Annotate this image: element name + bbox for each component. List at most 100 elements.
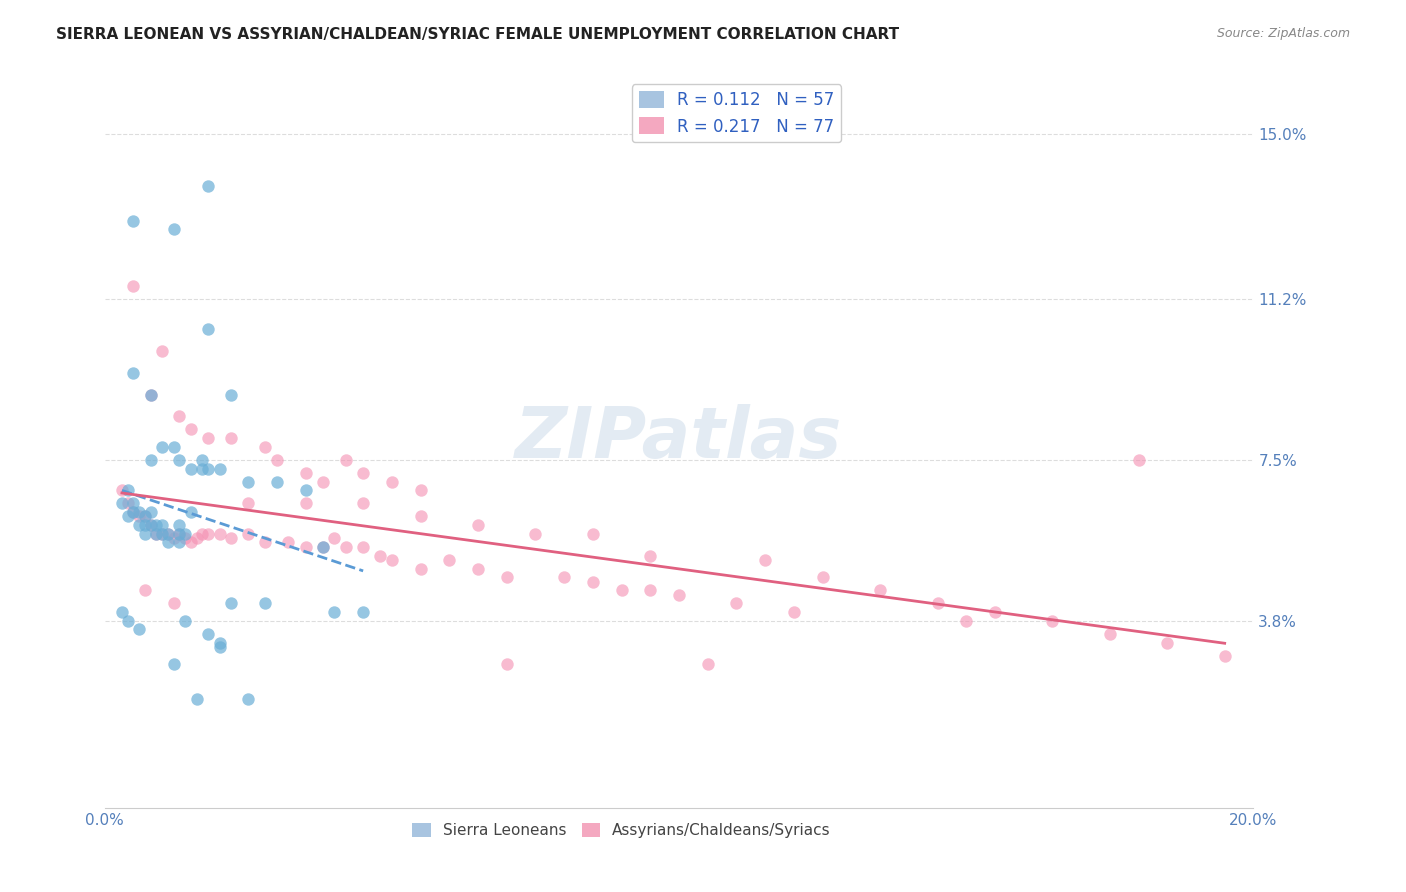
Point — [111, 605, 134, 619]
Point — [238, 526, 260, 541]
Point — [162, 440, 184, 454]
Point — [145, 518, 167, 533]
Point — [122, 366, 145, 380]
Point — [219, 531, 242, 545]
Point — [169, 526, 191, 541]
Point — [128, 623, 150, 637]
Point — [197, 322, 219, 336]
Text: ZIPatlas: ZIPatlas — [516, 404, 842, 473]
Point — [134, 509, 156, 524]
Point — [197, 431, 219, 445]
Point — [156, 526, 179, 541]
Point — [122, 279, 145, 293]
Point — [208, 526, 231, 541]
Legend: Sierra Leoneans, Assyrians/Chaldeans/Syriacs: Sierra Leoneans, Assyrians/Chaldeans/Syr… — [406, 817, 837, 845]
Point — [191, 526, 214, 541]
Point — [219, 431, 242, 445]
Point — [186, 692, 208, 706]
Point — [208, 461, 231, 475]
Point — [150, 440, 173, 454]
Point — [180, 535, 202, 549]
Point — [277, 535, 299, 549]
Point — [553, 570, 575, 584]
Point — [370, 549, 392, 563]
Point — [162, 596, 184, 610]
Point — [180, 505, 202, 519]
Point — [323, 531, 346, 545]
Point — [134, 526, 156, 541]
Point — [1156, 635, 1178, 649]
Point — [1040, 614, 1063, 628]
Point — [582, 526, 605, 541]
Point — [128, 505, 150, 519]
Point — [162, 531, 184, 545]
Point — [467, 518, 489, 533]
Point — [266, 453, 288, 467]
Point — [668, 588, 690, 602]
Point — [145, 526, 167, 541]
Point — [162, 222, 184, 236]
Point — [128, 518, 150, 533]
Point — [128, 509, 150, 524]
Point — [294, 540, 316, 554]
Point — [582, 574, 605, 589]
Point — [139, 518, 162, 533]
Point — [254, 440, 277, 454]
Point — [219, 596, 242, 610]
Point — [927, 596, 949, 610]
Point — [122, 505, 145, 519]
Point — [150, 526, 173, 541]
Point — [524, 526, 547, 541]
Point — [150, 344, 173, 359]
Point — [197, 627, 219, 641]
Point — [335, 453, 357, 467]
Point — [117, 496, 139, 510]
Point — [1098, 627, 1121, 641]
Point — [754, 553, 776, 567]
Point — [696, 657, 718, 672]
Point — [1128, 453, 1150, 467]
Point — [156, 526, 179, 541]
Point — [409, 509, 432, 524]
Point — [640, 583, 662, 598]
Point — [335, 540, 357, 554]
Point — [266, 475, 288, 489]
Point — [122, 496, 145, 510]
Point — [439, 553, 461, 567]
Point — [238, 475, 260, 489]
Point — [122, 505, 145, 519]
Point — [381, 475, 404, 489]
Point — [984, 605, 1007, 619]
Point — [254, 596, 277, 610]
Point — [495, 570, 517, 584]
Point — [191, 461, 214, 475]
Point — [352, 496, 374, 510]
Point — [312, 540, 335, 554]
Point — [186, 531, 208, 545]
Point — [495, 657, 517, 672]
Point — [174, 531, 197, 545]
Point — [117, 614, 139, 628]
Point — [238, 692, 260, 706]
Point — [174, 614, 197, 628]
Point — [150, 518, 173, 533]
Point — [134, 518, 156, 533]
Point — [117, 483, 139, 498]
Point — [139, 387, 162, 401]
Point — [352, 466, 374, 480]
Point — [725, 596, 748, 610]
Point — [191, 453, 214, 467]
Point — [294, 496, 316, 510]
Point — [312, 475, 335, 489]
Point — [134, 509, 156, 524]
Point — [150, 526, 173, 541]
Point — [169, 409, 191, 424]
Point — [640, 549, 662, 563]
Point — [352, 540, 374, 554]
Point — [381, 553, 404, 567]
Point — [134, 583, 156, 598]
Text: Source: ZipAtlas.com: Source: ZipAtlas.com — [1216, 27, 1350, 40]
Point — [955, 614, 977, 628]
Point — [312, 540, 335, 554]
Point — [180, 422, 202, 436]
